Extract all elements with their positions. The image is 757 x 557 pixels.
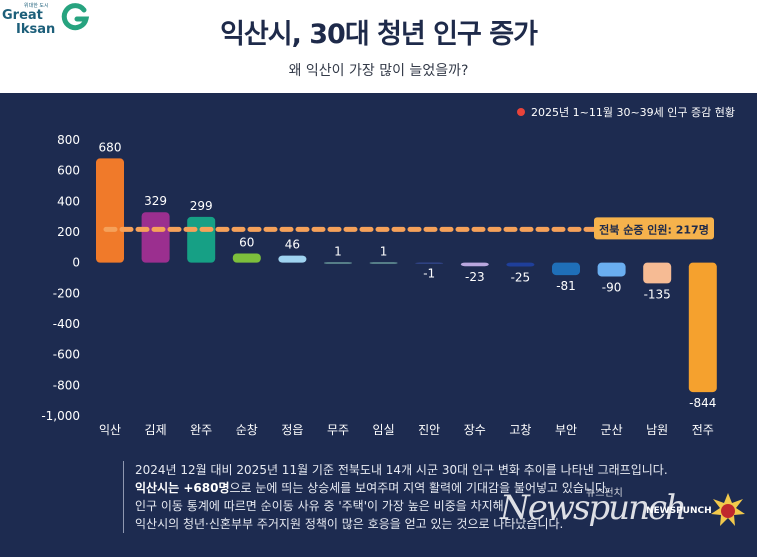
legend: 2025년 1~11월 30~39세 인구 증감 현황 [517, 104, 735, 120]
data-label: 60 [239, 235, 254, 249]
x-tick-label: 임실 [373, 423, 395, 437]
description-line-2-rest: 으로 눈에 띄는 상승세를 보여주며 지역 활력에 기대감을 불어넣고 있습니다… [229, 481, 610, 495]
bar-고창 [506, 262, 535, 267]
bar-진안 [415, 262, 444, 264]
y-tick-label: -600 [53, 348, 80, 362]
header: 위대한 도시 Great Iksan 익산시, 30대 청년 인구 증가 왜 익… [0, 0, 757, 93]
data-label: 46 [285, 238, 300, 252]
description-line-1: 2024년 12월 대비 2025년 11월 기준 전북도내 14개 시군 30… [135, 463, 668, 477]
x-tick-label: 익산 [99, 423, 121, 437]
x-tick-label: 완주 [190, 423, 212, 437]
x-tick-label: 남원 [646, 423, 668, 437]
bar-임실 [369, 262, 398, 264]
reference-label-box [594, 217, 714, 240]
y-tick-label: 0 [72, 256, 80, 270]
y-tick-label: 200 [57, 225, 80, 239]
description-box: 2024년 12월 대비 2025년 11월 기준 전북도내 14개 시군 30… [123, 461, 683, 533]
data-label: -25 [511, 271, 531, 285]
description-line-2: 익산시는 +680명으로 눈에 띄는 상승세를 보여주며 지역 활력에 기대감을… [135, 479, 683, 497]
bar-정읍 [278, 255, 307, 263]
data-label: 299 [190, 199, 213, 213]
data-label: 1 [380, 245, 388, 259]
y-tick-label: -200 [53, 286, 80, 300]
logo-text-great: Great [2, 8, 43, 23]
y-tick-label: -1,000 [41, 409, 80, 423]
logo-text-iksan: Iksan [16, 22, 56, 37]
data-label: 329 [144, 194, 167, 208]
data-label: -135 [644, 287, 671, 301]
description-line-3: 인구 이동 통계에 따르면 순이동 사유 중 '주택'이 가장 높은 비중을 차… [135, 499, 504, 513]
watermark-news: Newspunch [500, 488, 687, 528]
x-tick-label: 부안 [555, 423, 577, 437]
watermark-brand: NEWSPUNCH [646, 506, 712, 516]
bar-전주 [688, 262, 717, 393]
watermark: Newspunch 뉴스펀치 NEWSPUNCH [500, 488, 750, 534]
bar-남원 [643, 262, 672, 284]
logo-tagline: 위대한 도시 [24, 3, 49, 9]
burst-logo-icon [711, 493, 745, 526]
chart-panel [0, 93, 757, 557]
reference-label: 전북 순증 인원: 217명 [599, 222, 709, 236]
description-line-4: 익산시의 청년·신혼부부 주거지원 정책이 많은 호응을 얻고 있는 것으로 나… [135, 517, 564, 531]
data-label: 1 [334, 245, 342, 259]
x-tick-label: 전주 [692, 423, 714, 437]
y-tick-label: 600 [57, 164, 80, 178]
bar-무주 [324, 262, 352, 264]
bar-부안 [552, 262, 580, 276]
legend-label: 2025년 1~11월 30~39세 인구 증감 현황 [531, 106, 735, 119]
x-tick-label: 김제 [145, 423, 167, 437]
x-tick-label: 장수 [464, 423, 486, 437]
data-label: -90 [602, 280, 622, 294]
bar-군산 [597, 262, 626, 277]
bar-김제 [141, 212, 170, 263]
description-highlight: 익산시는 +680명 [135, 481, 230, 495]
description-divider [123, 461, 124, 533]
x-tick-label: 순창 [236, 423, 258, 437]
x-tick-label: 진안 [418, 423, 440, 437]
watermark-korean: 뉴스펀치 [586, 488, 623, 499]
iksan-g-logo-icon [61, 3, 90, 31]
bar-완주 [187, 216, 216, 263]
data-label: 680 [99, 140, 122, 154]
y-tick-label: -800 [53, 378, 80, 392]
logo: 위대한 도시 Great Iksan [2, 2, 92, 38]
data-label: -1 [423, 267, 435, 281]
bar-장수 [460, 262, 489, 267]
data-label: -844 [689, 396, 716, 410]
x-tick-label: 무주 [327, 423, 349, 437]
page-title: 익산시, 30대 청년 인구 증가 [220, 19, 538, 50]
x-tick-label: 정읍 [281, 423, 303, 437]
bar-순창 [232, 253, 261, 263]
page-subtitle: 왜 익산이 가장 많이 늘었을까? [288, 63, 469, 79]
legend-dot-icon [517, 108, 526, 116]
y-tick-label: 800 [57, 133, 80, 147]
bar-익산 [96, 158, 124, 263]
y-tick-label: 400 [57, 194, 80, 208]
y-tick-label: -400 [53, 317, 80, 331]
x-tick-label: 군산 [601, 423, 623, 437]
data-label: -23 [465, 270, 485, 284]
data-label: -81 [556, 279, 576, 293]
x-tick-label: 고창 [509, 423, 531, 437]
